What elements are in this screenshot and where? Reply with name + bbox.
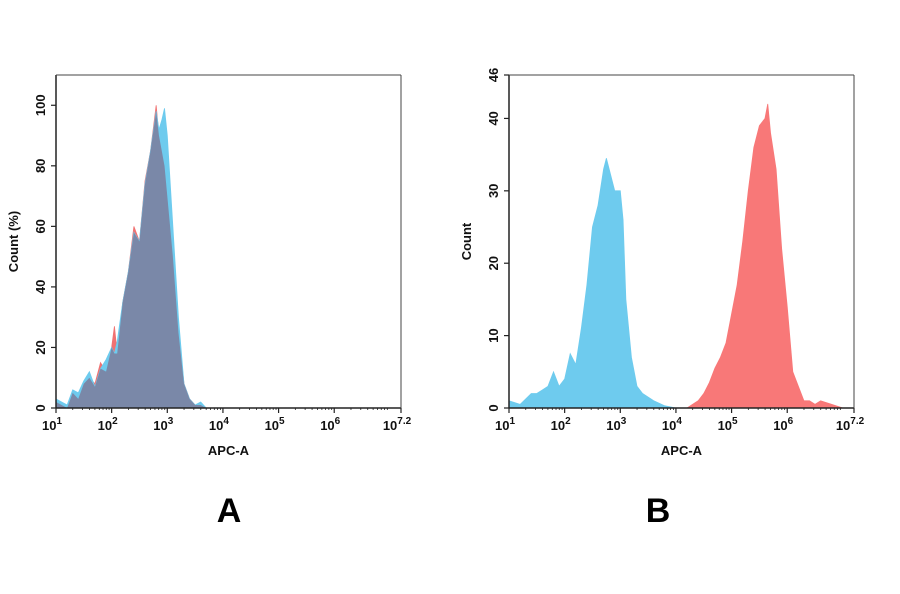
series-2-area (685, 103, 843, 409)
y-tick-label: 20 (33, 340, 48, 354)
y-tick-label: 60 (33, 219, 48, 233)
chart-A: 101 102 103 104 105 106 107.2 0 20 40 60 80 100 APC-A… (6, 74, 412, 530)
y-axis-label: Count (%) (6, 211, 21, 272)
x-tick-label: 104 (209, 416, 229, 433)
y-tick-label: 20 (486, 256, 501, 270)
x-tick-label: 105 (718, 416, 738, 433)
series-1-area (508, 158, 677, 409)
x-tick-label: 104 (662, 416, 682, 433)
x-tick-label: 103 (606, 416, 626, 433)
x-tick-label: 107.2 (836, 416, 865, 433)
x-tick-label: 101 (42, 416, 62, 433)
overlap-area (56, 111, 401, 408)
x-axis-label: APC-A (208, 443, 250, 458)
y-tick-label: 46 (486, 68, 501, 82)
y-tick-label: 80 (33, 159, 48, 173)
x-tick-label: 107.2 (383, 416, 412, 433)
panel-label: B (646, 492, 671, 530)
x-tick-label: 102 (551, 416, 571, 433)
panel-label: A (217, 492, 242, 530)
x-tick-label: 105 (265, 416, 285, 433)
y-tick-label: 40 (33, 280, 48, 294)
x-tick-label: 106 (773, 416, 793, 433)
x-tick-label: 106 (320, 416, 340, 433)
chart-B: 101 102 103 104 105 106 107.2 0 10 20 30 40 46 APC-A C… (459, 68, 865, 530)
y-tick-label: 100 (33, 94, 48, 116)
y-axis-label: Count (459, 222, 474, 260)
series-2-area (55, 108, 401, 409)
x-tick-label: 103 (153, 416, 173, 433)
y-tick-label: 30 (486, 184, 501, 198)
y-tick-label: 10 (486, 328, 501, 342)
y-tick-label: 0 (486, 404, 501, 411)
x-tick-label: 102 (98, 416, 118, 433)
y-tick-label: 40 (486, 111, 501, 125)
x-axis-label: APC-A (661, 443, 703, 458)
y-tick-label: 0 (33, 404, 48, 411)
x-tick-label: 101 (495, 416, 515, 433)
